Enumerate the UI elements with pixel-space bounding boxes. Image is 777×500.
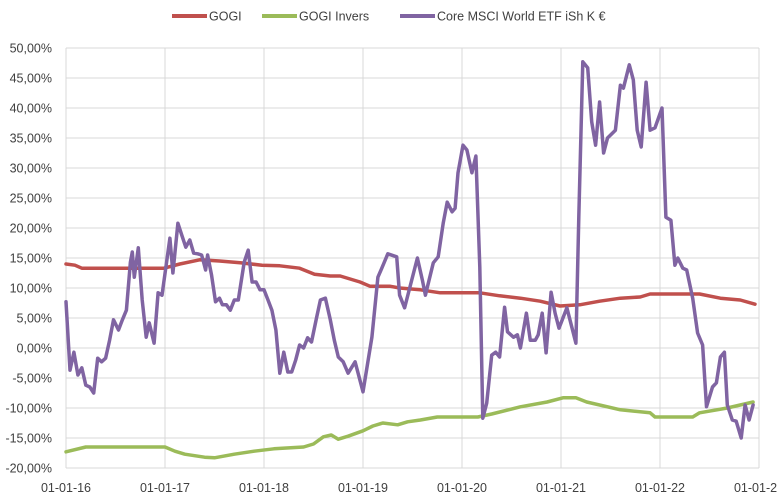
x-tick-label: 01-01-16 [41, 481, 91, 495]
y-tick-label: 35,00% [10, 132, 52, 146]
y-axis-tick-labels: -20,00% -15,00% -10,00% -5,00% 0,00% 5,00% 10,… [5, 42, 52, 476]
x-tick-label: 01-01-23 [734, 481, 777, 495]
y-tick-label: 0,00% [17, 342, 52, 356]
y-tick-label: -15,00% [5, 432, 52, 446]
legend-label: Core MSCI World ETF iSh K € [437, 10, 606, 24]
y-tick-label: 10,00% [10, 282, 52, 296]
x-tick-label: 01-01-18 [239, 481, 289, 495]
x-tick-label: 01-01-20 [437, 481, 487, 495]
y-tick-label: -20,00% [5, 462, 52, 476]
series-line-2 [64, 60, 755, 440]
y-tick-label: 40,00% [10, 102, 52, 116]
x-tick-label: 01-01-22 [635, 481, 685, 495]
legend-label: GOGI [209, 10, 242, 24]
series-lines [64, 60, 757, 460]
y-tick-label: 30,00% [10, 162, 52, 176]
y-tick-label: 5,00% [17, 312, 52, 326]
x-axis-tick-labels: 01-01-16 01-01-17 01-01-18 01-01-19 01-01-20… [41, 481, 777, 495]
y-tick-label: 25,00% [10, 192, 52, 206]
gridlines [65, 47, 760, 469]
series-line-0 [64, 258, 757, 308]
y-tick-label: 20,00% [10, 222, 52, 236]
y-tick-label: 45,00% [10, 72, 52, 86]
y-tick-label: -10,00% [5, 402, 52, 416]
y-tick-label: -5,00% [12, 372, 52, 386]
x-tick-label: 01-01-17 [140, 481, 190, 495]
y-tick-label: 15,00% [10, 252, 52, 266]
legend-label: GOGI Invers [299, 10, 369, 24]
y-tick-label: 50,00% [10, 42, 52, 56]
legend: GOGI GOGI Invers Core MSCI World ETF iSh K… [172, 10, 606, 24]
x-tick-label: 01-01-19 [338, 481, 388, 495]
series-line-1 [64, 396, 755, 460]
x-tick-label: 01-01-21 [536, 481, 586, 495]
